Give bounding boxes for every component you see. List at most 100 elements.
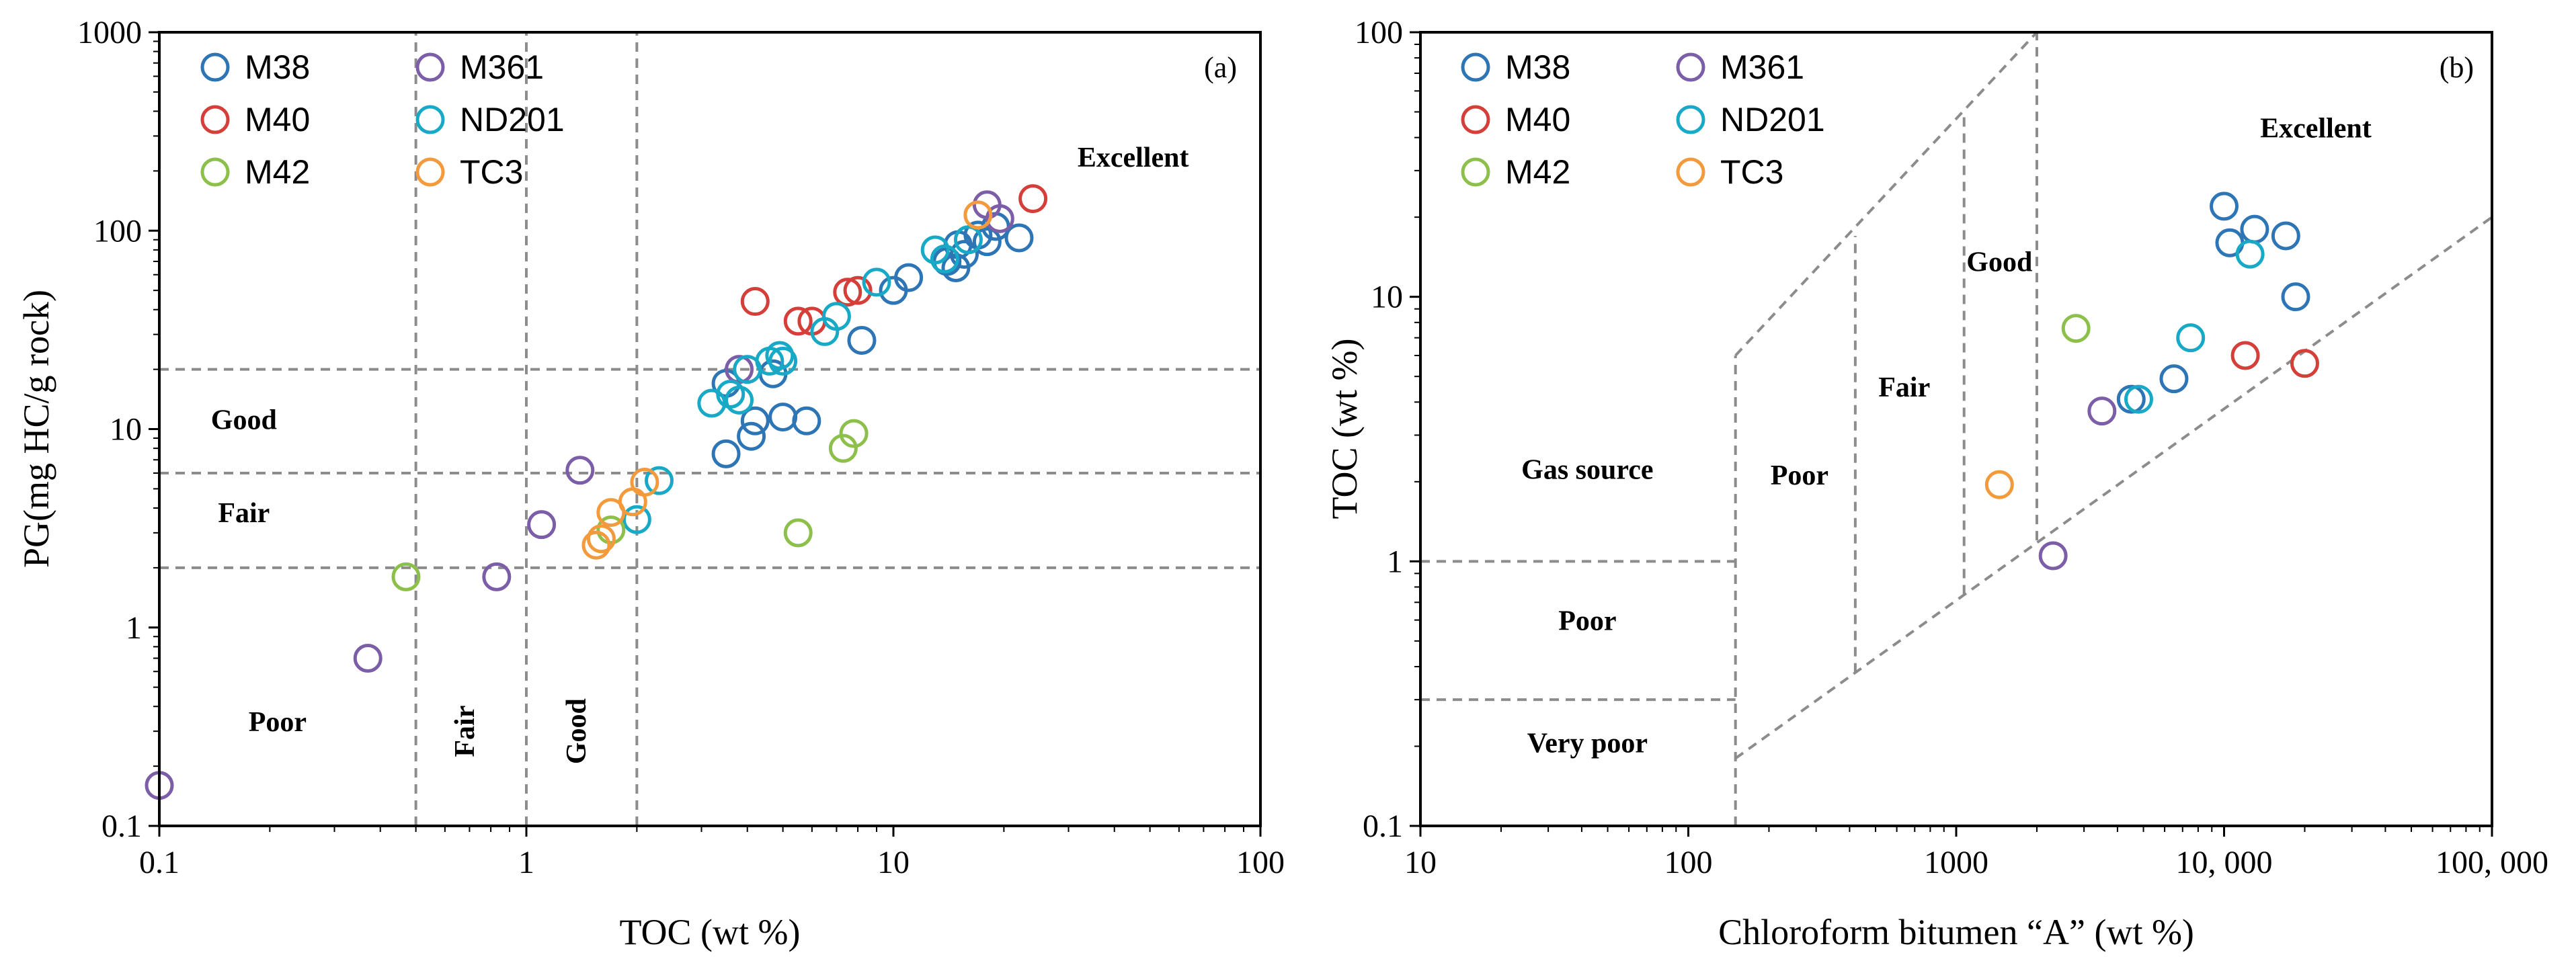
panel-a-point-m40: [740, 287, 770, 317]
panel-a-point-m40: [783, 306, 813, 336]
panel-a-point-m38: [847, 325, 877, 355]
panel-a-point-nd201: [645, 466, 674, 495]
panel-a-point-m40: [1018, 184, 1048, 214]
panel-a-region-label: Excellent: [1078, 142, 1189, 173]
panel-b-legend: M38 M361 M40 ND201 M42 TC3: [1461, 48, 1825, 191]
panel-b-x-tick-label: 10, 000: [2176, 845, 2273, 880]
panel-b-x-tick-label: 10: [1404, 845, 1437, 880]
panel-a-x-tick-label: 100: [1236, 845, 1285, 880]
panel-b-y-tick-label: 10: [1371, 280, 1403, 315]
panel-a-axis-ticks: 0.1 1 10 100 0.1 1 10 100 1000: [77, 15, 1285, 880]
panel-b-region-label: Excellent: [2260, 114, 2372, 144]
panel-b-point-m38: [2240, 214, 2269, 244]
panel-a-x-tick-label: 0.1: [139, 845, 179, 880]
panel-a-point-m38: [792, 406, 821, 435]
panel-b-point-m40: [2230, 341, 2260, 370]
panel-b-y-tick-label: 100: [1355, 15, 1403, 50]
panel-b-region-label: Gas source: [1521, 455, 1653, 486]
panel-a-point-m38: [1004, 223, 1034, 253]
panel-a-point-m361: [985, 204, 1014, 233]
panel-a-legend-label-m361: M361: [460, 48, 544, 86]
panel-a-point-m38: [972, 227, 1002, 257]
panel-b-boundary-line-3: [1734, 31, 2038, 357]
panel-b-point-m40: [2290, 349, 2319, 378]
panel-a-point-nd201: [765, 341, 795, 370]
panel-a-point-nd201: [862, 267, 891, 297]
panel-a-point-m42: [839, 419, 869, 448]
panel-a-point-m361: [725, 355, 754, 384]
panel-a-point-m38: [894, 263, 924, 292]
panel-a-point-tc3: [963, 200, 993, 230]
panel-a-point-nd201: [768, 346, 798, 376]
panel-b-region-label: Very poor: [1527, 728, 1648, 759]
panel-b-legend-marker-nd201: [1676, 105, 1705, 134]
panel-a-legend-marker-tc3: [415, 157, 445, 187]
panel-a-legend: M38 M361 M40 ND201 M42 TC3: [200, 48, 565, 191]
panel-a-point-tc3: [581, 530, 611, 560]
panel-b-region-labels: Excellent Good Fair Poor Gas source Poor Very …: [1521, 114, 2372, 759]
panel-b-legend-label-m38: M38: [1505, 48, 1570, 86]
panel-a-y-tick-label: 1000: [77, 15, 142, 50]
panel-a-point-nd201: [821, 302, 851, 331]
panel-a-region-label: Good: [211, 405, 277, 436]
panel-a-point-nd201: [622, 505, 651, 534]
panel-b-point-nd201: [2124, 384, 2153, 414]
panel-a-plot-frame: [158, 31, 1262, 827]
panel-a-point-tc3: [630, 468, 659, 497]
panel-a-boundary-lines: [159, 32, 1260, 826]
panel-b-x-tick-label: 100, 000: [2436, 845, 2548, 880]
panel-b-y-tick-label: 0.1: [1363, 808, 1403, 844]
panel-a-point-m361: [353, 643, 383, 673]
panel-b-legend-marker-m38: [1461, 52, 1490, 82]
panel-b-point-m38: [2116, 384, 2146, 414]
panel-a-point-nd201: [930, 244, 959, 274]
panel-b-point-nd201: [2235, 239, 2265, 269]
panel-b-x-axis-label: Chloroform bitumen “A” (wt %): [1718, 912, 2194, 952]
panel-a-point-nd201: [725, 385, 754, 415]
panel-a-point-m40: [833, 278, 862, 307]
panel-a-point-tc3: [586, 524, 616, 554]
panel-a-point-m361: [482, 562, 512, 591]
panel-b-plot-frame: [1419, 31, 2493, 827]
panel-b-legend-label-nd201: ND201: [1720, 101, 1825, 138]
panel-a-point-m38: [949, 239, 979, 269]
panel-a-y-tick-label: 10: [110, 412, 142, 448]
panel-b-y-axis-label: TOC (wt %): [1324, 339, 1365, 519]
panel-a-point-nd201: [920, 235, 950, 265]
panel-a-y-tick-label: 1: [126, 610, 142, 646]
panel-b-point-m38: [2281, 282, 2310, 312]
panel-b-x-tick-label: 100: [1664, 845, 1713, 880]
panel-a-region-label: Good: [561, 698, 592, 764]
panel-b-region-label: Poor: [1771, 460, 1828, 491]
panel-b-boundary-lines: [1420, 31, 2493, 826]
panel-b-legend-label-m40: M40: [1505, 101, 1570, 138]
panel-a-point-nd201: [953, 225, 983, 255]
panel-b-legend-marker-tc3: [1676, 157, 1705, 187]
panel-a-legend-label-m38: M38: [245, 48, 310, 86]
panel-b-point-tc3: [1984, 470, 2014, 499]
panel-b-legend-label-tc3: TC3: [1720, 153, 1783, 191]
panel-a-legend-marker-nd201: [415, 105, 445, 134]
panel-a-region-label: Fair: [450, 706, 481, 757]
panel-b-region-label: Fair: [1878, 372, 1930, 403]
panel-b-legend-marker-m361: [1676, 52, 1705, 82]
panel-a-point-m38: [740, 406, 770, 435]
panel-b-point-m38: [2271, 221, 2300, 251]
panel-a-legend-marker-m361: [415, 52, 445, 82]
panel-a-x-tick-label: 1: [518, 845, 534, 880]
panel-a-point-nd201: [697, 388, 727, 418]
panel-b-legend-marker-m42: [1461, 157, 1490, 187]
panel-a-point-m38: [711, 439, 741, 468]
panel-a-point-nd201: [716, 380, 746, 409]
panel-a-region-labels: Excellent Good Fair Poor Fair Good: [211, 142, 1189, 764]
panel-a-point-m361: [565, 456, 595, 485]
panel-a: 0.1 1 10 100 0.1 1 10 100 1000 Excellent Good Fair…: [16, 15, 1285, 952]
panel-b-point-m38: [2159, 364, 2189, 394]
panel-b-y-tick-label: 1: [1387, 544, 1403, 579]
panel-b-point-m361: [2038, 541, 2068, 571]
panel-a-x-axis-label: TOC (wt %): [620, 912, 801, 952]
panel-b: 10 100 1000 10, 000 100, 000 0.1 1 10 100 Excell…: [1324, 15, 2548, 952]
panel-a-legend-label-m40: M40: [245, 101, 310, 138]
panel-b-point-m42: [2061, 314, 2091, 343]
